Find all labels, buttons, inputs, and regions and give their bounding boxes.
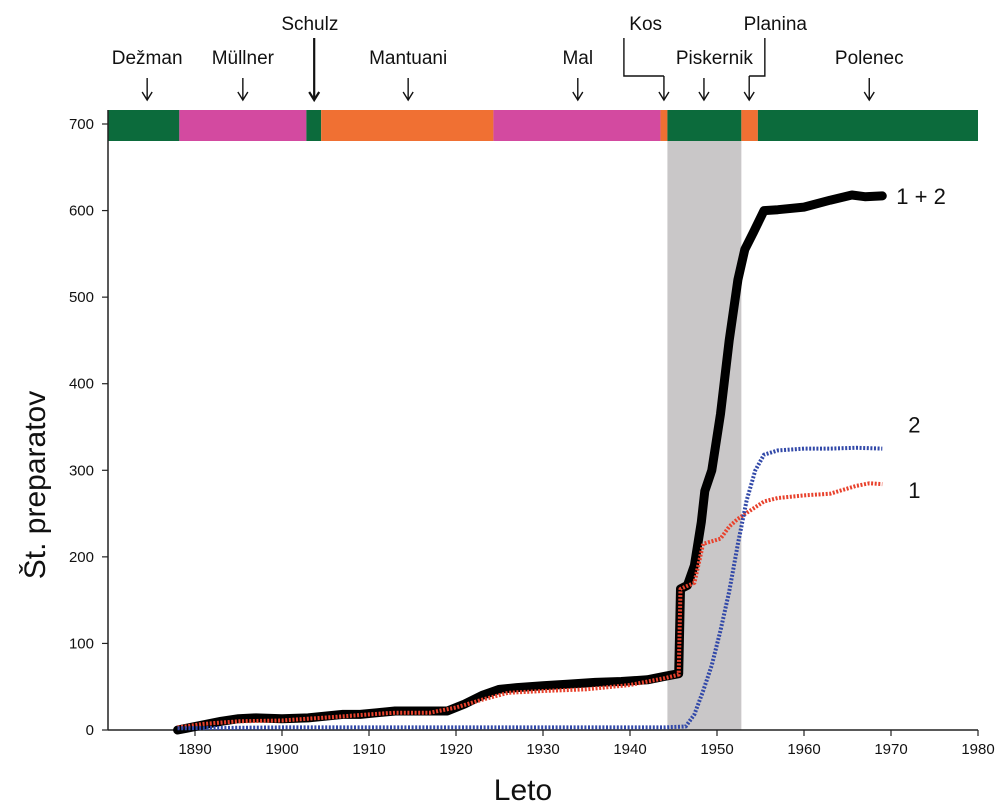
y-tick-label: 700 xyxy=(69,116,94,133)
era-arrow-polenec-head xyxy=(863,91,875,102)
era-bar-piskernik xyxy=(667,110,742,141)
era-label-mal: Mal xyxy=(562,48,593,69)
era-connector-kos xyxy=(623,38,664,77)
x-tick-label: 1980 xyxy=(961,741,994,758)
era-bar-mal xyxy=(493,110,661,141)
era-bar-dežman xyxy=(108,110,180,141)
y-tick-label: 200 xyxy=(69,549,94,566)
x-tick-label: 1940 xyxy=(613,741,646,758)
era-arrow-müllner-head xyxy=(237,91,249,102)
x-tick-label: 1920 xyxy=(439,741,472,758)
era-label-kos: Kos xyxy=(629,14,662,35)
y-axis-title: Št. preparatov xyxy=(18,391,52,579)
x-axis-title: Leto xyxy=(494,774,552,807)
era-bar-kos xyxy=(660,110,668,141)
era-bar-mantuani xyxy=(321,110,494,141)
series-line-total xyxy=(173,190,887,735)
era-label-mantuani: Mantuani xyxy=(369,48,447,69)
era-arrow-mal-head xyxy=(572,91,584,102)
y-tick-label: 500 xyxy=(69,289,94,306)
era-bar-planina xyxy=(741,110,758,141)
era-label-piskernik: Piskernik xyxy=(676,48,754,69)
y-tick-label: 100 xyxy=(69,635,94,652)
y-tick-label: 600 xyxy=(69,203,94,220)
y-tick-label: 400 xyxy=(69,376,94,393)
era-arrow-kos-head xyxy=(658,91,670,102)
era-connector-planina xyxy=(749,38,766,77)
x-tick-label: 1890 xyxy=(178,741,211,758)
x-tick-label: 1930 xyxy=(526,741,559,758)
series-label-1: 1 xyxy=(908,478,920,503)
series-label-2: 2 xyxy=(908,413,920,438)
era-arrow-schulz-head xyxy=(308,91,321,103)
era-arrow-mantuani-head xyxy=(402,91,414,102)
y-tick-label: 300 xyxy=(69,462,94,479)
series-line-2 xyxy=(177,445,883,731)
x-tick-label: 1950 xyxy=(700,741,733,758)
era-bar-polenec xyxy=(757,110,978,141)
era-arrow-piskernik-head xyxy=(698,91,710,102)
x-tick-label: 1910 xyxy=(352,741,385,758)
series-line-1 xyxy=(177,481,883,730)
y-tick-label: 0 xyxy=(86,722,94,739)
series-label-total: 1 + 2 xyxy=(896,184,946,209)
era-arrow-dežman-head xyxy=(141,91,153,102)
era-arrow-planina-head xyxy=(743,91,755,102)
x-tick-label: 1960 xyxy=(787,741,820,758)
x-tick-label: 1970 xyxy=(874,741,907,758)
era-label-dežman: Dežman xyxy=(112,48,183,69)
era-label-polenec: Polenec xyxy=(835,48,904,69)
era-label-schulz: Schulz xyxy=(281,14,338,35)
era-label-planina: Planina xyxy=(744,14,808,35)
era-bar-schulz xyxy=(306,110,322,141)
era-label-müllner: Müllner xyxy=(212,48,275,69)
x-tick-label: 1900 xyxy=(265,741,298,758)
era-bar-müllner xyxy=(179,110,307,141)
